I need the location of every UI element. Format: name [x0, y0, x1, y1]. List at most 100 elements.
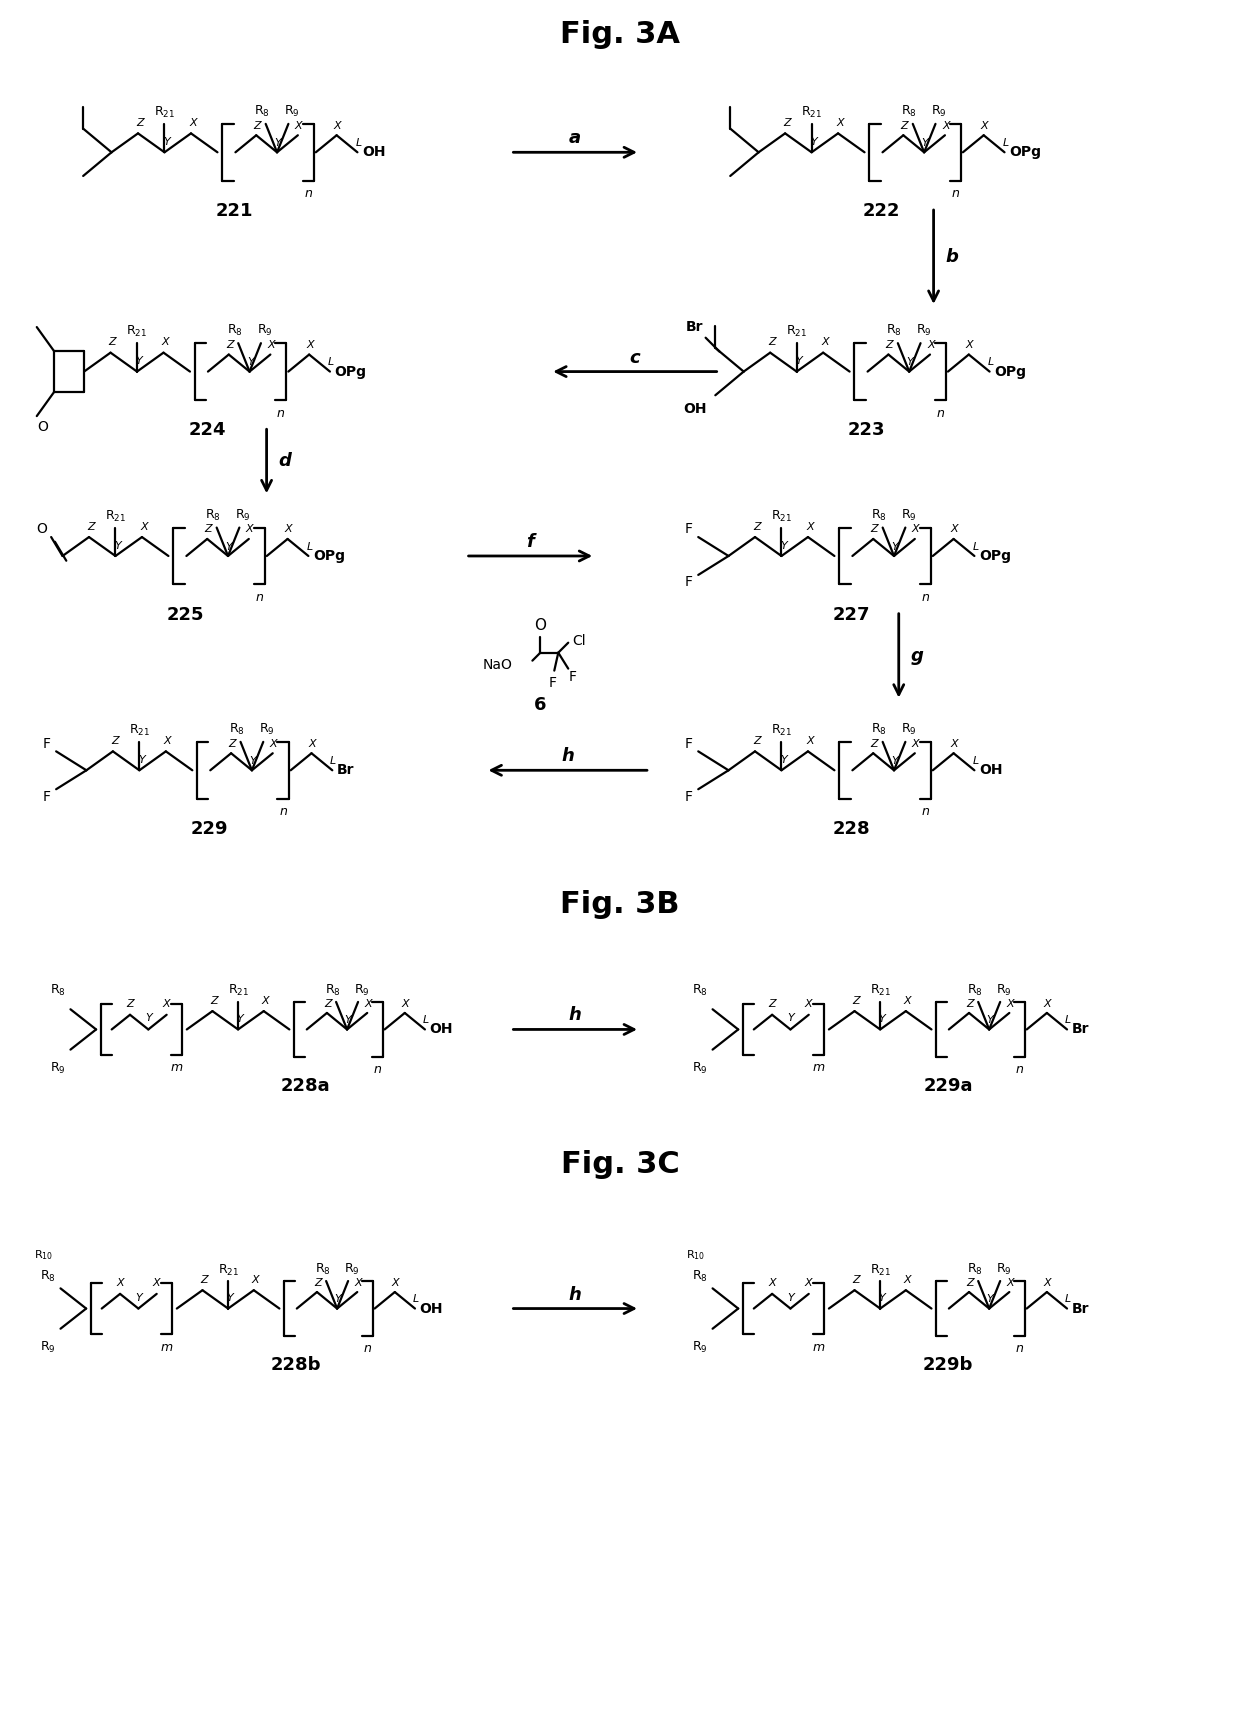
Text: Z: Z	[314, 1277, 321, 1288]
Text: OH: OH	[429, 1023, 453, 1037]
Text: n: n	[921, 591, 929, 603]
Text: Y: Y	[780, 540, 786, 550]
Text: n: n	[1016, 1343, 1023, 1355]
Text: OPg: OPg	[335, 364, 367, 378]
Text: R$_8$: R$_8$	[40, 1269, 56, 1284]
Text: F: F	[684, 523, 693, 536]
Text: n: n	[373, 1064, 381, 1076]
Text: R$_8$: R$_8$	[692, 983, 708, 999]
Text: X: X	[252, 1275, 259, 1286]
Text: Y: Y	[795, 356, 802, 366]
Text: X: X	[904, 1275, 911, 1286]
Text: F: F	[684, 576, 693, 590]
Text: R$_8$: R$_8$	[325, 983, 340, 997]
Text: m: m	[161, 1341, 172, 1353]
Text: Y: Y	[921, 138, 929, 148]
Text: X: X	[806, 521, 813, 531]
Text: X: X	[911, 524, 920, 535]
Text: L: L	[306, 541, 312, 552]
Text: R$_{21}$: R$_{21}$	[869, 1262, 890, 1277]
Text: 222: 222	[863, 203, 900, 220]
Text: c: c	[630, 349, 640, 366]
Text: X: X	[295, 120, 303, 131]
Text: n: n	[277, 407, 285, 419]
Text: n: n	[304, 187, 312, 201]
Text: 6: 6	[534, 696, 547, 715]
Text: R$_{21}$: R$_{21}$	[126, 325, 148, 339]
Text: R$_8$: R$_8$	[315, 1262, 330, 1277]
Text: Br: Br	[686, 320, 703, 333]
Text: R$_8$: R$_8$	[254, 105, 270, 119]
Text: X: X	[981, 120, 988, 131]
Text: R$_{21}$: R$_{21}$	[801, 105, 822, 120]
Text: n: n	[363, 1343, 371, 1355]
Text: R$_{21}$: R$_{21}$	[227, 983, 249, 999]
Text: R$_9$: R$_9$	[284, 105, 300, 119]
Text: X: X	[392, 1277, 399, 1288]
Text: Z: Z	[870, 524, 878, 535]
Text: Y: Y	[135, 356, 143, 366]
Text: X: X	[334, 120, 341, 131]
Text: OH: OH	[362, 146, 386, 160]
Text: F: F	[684, 789, 693, 804]
Text: Br: Br	[1071, 1301, 1089, 1315]
Text: Z: Z	[226, 340, 233, 351]
Text: L: L	[327, 358, 334, 368]
Text: L: L	[1065, 1294, 1071, 1305]
Text: R$_9$: R$_9$	[353, 983, 370, 997]
Text: R$_9$: R$_9$	[50, 1061, 66, 1076]
Text: n: n	[255, 591, 263, 603]
Text: X: X	[1007, 999, 1014, 1009]
Text: OH: OH	[419, 1301, 443, 1315]
Text: Y: Y	[906, 358, 914, 368]
Text: L: L	[355, 138, 362, 148]
Text: Z: Z	[885, 340, 893, 351]
Text: R$_9$: R$_9$	[259, 722, 275, 737]
Text: Z: Z	[966, 999, 973, 1009]
Text: OPg: OPg	[994, 364, 1027, 378]
Text: Z: Z	[109, 337, 117, 347]
Text: X: X	[904, 995, 911, 1006]
Text: R$_9$: R$_9$	[257, 323, 273, 339]
Text: X: X	[309, 739, 316, 749]
Text: OPg: OPg	[980, 548, 1011, 564]
Text: Cl: Cl	[572, 634, 585, 648]
Text: F: F	[548, 676, 557, 689]
Text: 229: 229	[191, 820, 228, 837]
Text: F: F	[42, 737, 51, 751]
Text: Y: Y	[247, 358, 254, 368]
Text: X: X	[769, 1277, 776, 1288]
Text: h: h	[562, 748, 574, 765]
Text: X: X	[162, 999, 170, 1009]
Text: OPg: OPg	[314, 548, 345, 564]
Text: O: O	[534, 619, 547, 633]
Text: Z: Z	[769, 999, 776, 1009]
Text: Y: Y	[810, 138, 817, 146]
Text: R$_8$: R$_8$	[229, 722, 244, 737]
Text: Y: Y	[249, 756, 257, 767]
Text: Br: Br	[337, 763, 355, 777]
Text: X: X	[821, 337, 828, 347]
Text: h: h	[569, 1286, 582, 1303]
Text: X: X	[911, 739, 920, 749]
Text: n: n	[1016, 1064, 1023, 1076]
Text: R$_9$: R$_9$	[40, 1339, 56, 1355]
Text: Z: Z	[753, 521, 760, 531]
Text: Z: Z	[853, 995, 861, 1006]
Text: Y: Y	[138, 755, 145, 765]
Text: X: X	[805, 1277, 812, 1288]
Text: R$_9$: R$_9$	[901, 722, 918, 737]
Text: m: m	[812, 1341, 825, 1353]
Text: Y: Y	[335, 1294, 341, 1305]
Text: R$_{21}$: R$_{21}$	[771, 724, 792, 737]
Text: R$_{10}$: R$_{10}$	[33, 1248, 53, 1262]
Text: X: X	[262, 995, 269, 1006]
Text: Z: Z	[87, 521, 94, 531]
Text: R$_{10}$: R$_{10}$	[686, 1248, 706, 1262]
Text: Y: Y	[114, 540, 120, 550]
Text: 221: 221	[216, 203, 253, 220]
Text: R$_{21}$: R$_{21}$	[154, 105, 175, 120]
Text: X: X	[951, 524, 959, 535]
Text: h: h	[569, 1007, 582, 1025]
Text: Y: Y	[226, 541, 232, 552]
